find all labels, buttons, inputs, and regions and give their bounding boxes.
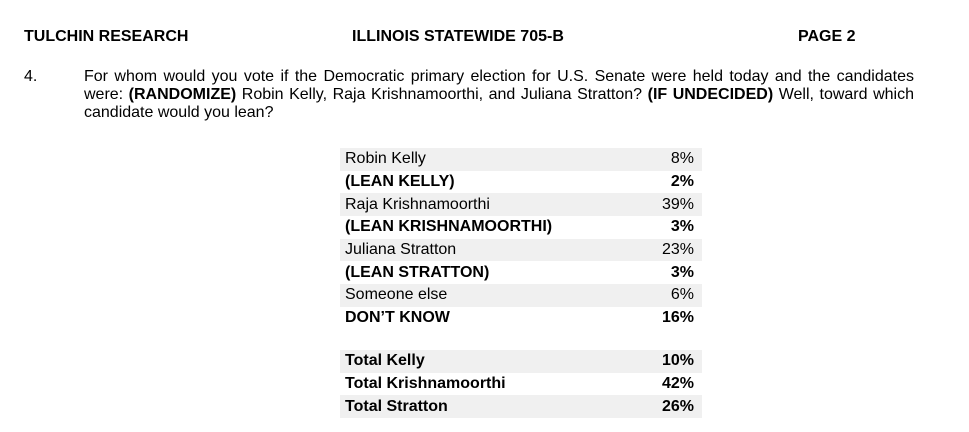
cell-value: 6% [670,286,694,304]
question-instruction: (IF UNDECIDED) [647,86,774,103]
cell-value: 16% [661,309,694,327]
table-row: Total Kelly 10% [340,350,702,373]
question-part: For whom would you vote if the Democrati… [84,68,914,103]
cell-value: 2% [670,173,694,191]
question-number: 4. [24,68,38,85]
cell-label: (LEAN STRATTON) [345,263,490,281]
header-center: ILLINOIS STATEWIDE 705-B [352,28,564,45]
table-row: Juliana Stratton 23% [340,238,702,262]
table-row: Total Stratton 26% [340,395,702,419]
cell-value: 10% [661,352,694,370]
table-row: Someone else 6% [340,284,702,307]
cell-value: 3% [670,263,694,281]
cell-label: Robin Kelly [345,150,426,168]
question-text: For whom would you vote if the Democrati… [84,68,914,122]
cell-label: Total Kelly [345,352,425,370]
cell-value: 42% [661,375,694,393]
cell-value: 3% [670,218,694,236]
cell-label: DON’T KNOW [345,309,450,327]
table-row: Robin Kelly 8% [340,148,702,171]
results-table: Robin Kelly 8% (LEAN KELLY) 2% Raja Krishnam… [340,148,702,330]
cell-label: (LEAN KRISHNAMOORTHI) [345,218,553,236]
table-row: (LEAN STRATTON) 3% [340,261,702,284]
question-instruction: (RANDOMIZE) [128,86,237,103]
table-row: Raja Krishnamoorthi 39% [340,193,702,217]
cell-value: 8% [670,150,694,168]
table-row: (LEAN KRISHNAMOORTHI) 3% [340,216,702,239]
cell-label: (LEAN KELLY) [345,173,455,191]
cell-value: 26% [661,397,694,415]
cell-label: Total Stratton [345,397,448,415]
question-part: Robin Kelly, Raja Krishnamoorthi, and Ju… [241,86,643,103]
table-row: Total Krishnamoorthi 42% [340,373,702,396]
cell-label: Total Krishnamoorthi [345,375,506,393]
cell-value: 23% [661,241,694,259]
table-row: DON’T KNOW 16% [340,307,702,330]
question-part: Well, toward which candidate would you l… [84,86,914,121]
cell-label: Someone else [345,286,448,304]
cell-value: 39% [661,195,694,213]
table-row: (LEAN KELLY) 2% [340,171,702,194]
totals-table: Total Kelly 10% Total Krishnamoorthi 42% Tot… [340,350,702,419]
header-left: TULCHIN RESEARCH [24,28,189,45]
cell-label: Juliana Stratton [345,241,457,259]
cell-label: Raja Krishnamoorthi [345,195,490,213]
header-right: PAGE 2 [798,28,856,45]
